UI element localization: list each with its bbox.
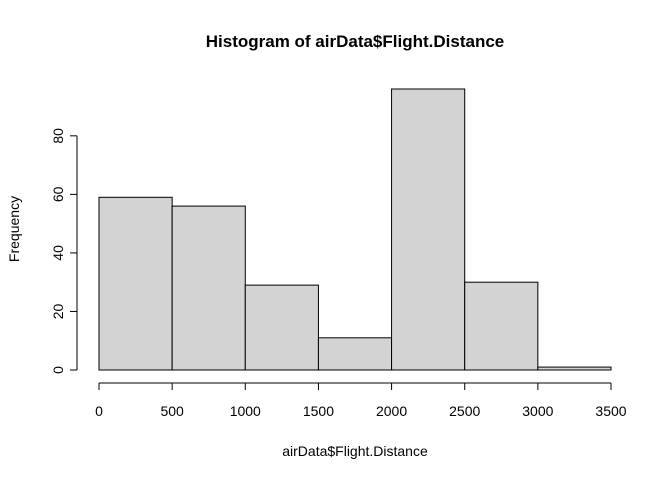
- bar-3: [317, 337, 393, 371]
- chart-title: Histogram of airData$Flight.Distance: [206, 32, 505, 51]
- x-tick-label-0: 0: [95, 403, 103, 419]
- x-tick-label-7: 3500: [595, 403, 626, 419]
- x-tick-label-1: 500: [160, 403, 184, 419]
- bar-6: [537, 366, 612, 371]
- x-tick-label-4: 2000: [376, 403, 407, 419]
- y-tick-label-2: 40: [50, 245, 66, 261]
- bars-group: [98, 88, 612, 371]
- x-tick-label-6: 3000: [522, 403, 553, 419]
- x-axis: 0 500 1000 1500 2000 2500 3000 3500: [95, 382, 627, 419]
- bar-4: [391, 88, 466, 371]
- y-tick-label-1: 20: [50, 303, 66, 319]
- y-tick-label-3: 60: [50, 186, 66, 202]
- y-tick-label-0: 0: [50, 366, 66, 374]
- bar-5: [464, 281, 539, 371]
- bar-1: [171, 205, 246, 371]
- y-axis-label: Frequency: [6, 196, 22, 262]
- bar-0: [98, 196, 173, 371]
- y-tick-label-4: 80: [50, 128, 66, 144]
- x-tick-label-5: 2500: [449, 403, 480, 419]
- y-axis: 0 20 40 60 80: [50, 128, 78, 374]
- x-tick-label-2: 1000: [230, 403, 261, 419]
- bar-2: [244, 284, 319, 371]
- x-tick-label-3: 1500: [303, 403, 334, 419]
- x-axis-label: airData$Flight.Distance: [282, 443, 428, 459]
